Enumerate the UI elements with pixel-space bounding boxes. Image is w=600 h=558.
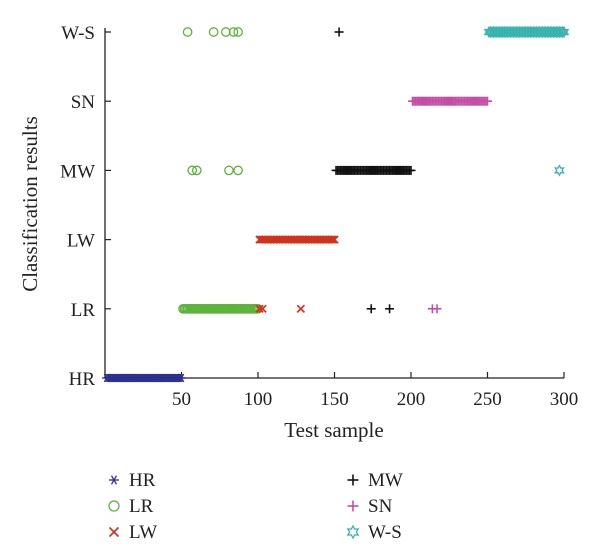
y-axis-label: Classification results	[18, 116, 42, 292]
data-point	[328, 235, 338, 244]
y-tick-label: LR	[71, 300, 96, 321]
y-tick-label: W-S	[61, 23, 95, 44]
data-point	[334, 27, 344, 37]
legend-marker-icon	[346, 524, 360, 540]
x-tick-label: 300	[550, 389, 579, 410]
legend-label: W-S	[368, 522, 402, 543]
series-sn	[408, 96, 492, 314]
data-point	[182, 27, 193, 37]
y-tick-label: LW	[67, 231, 95, 252]
series-mw	[331, 27, 416, 314]
x-axis-label: Test sample	[284, 418, 383, 442]
x-tick-label: 150	[320, 389, 349, 410]
data-point	[385, 304, 395, 314]
axes: 50 100 150 200 250 300 HR LR LW MW SN W-S	[60, 23, 578, 410]
legend-label: LR	[129, 496, 154, 517]
data-point	[233, 165, 243, 176]
series-lr	[178, 27, 263, 314]
y-tick-label: MW	[60, 161, 95, 182]
series-hr	[102, 373, 186, 383]
legend-marker-icon	[347, 474, 359, 486]
x-tick-label: 100	[244, 389, 273, 410]
data-point	[483, 96, 492, 106]
series-lw	[255, 235, 339, 314]
legend-marker-icon	[109, 475, 119, 485]
series-w-s	[483, 25, 570, 177]
data-point	[432, 304, 442, 314]
data-point	[554, 164, 565, 177]
data-point	[366, 304, 376, 314]
legend: HR LR LW MW SN W-S	[108, 470, 403, 543]
legend-label: LW	[129, 522, 157, 543]
data-point	[558, 25, 570, 39]
legend-item-sn: SN	[347, 496, 393, 517]
data-point	[255, 304, 264, 314]
legend-item-lw: LW	[108, 522, 157, 543]
data-point	[208, 27, 219, 37]
legend-marker-icon	[108, 526, 120, 538]
legend-item-hr: HR	[109, 470, 156, 491]
y-tick-label: HR	[69, 369, 96, 390]
data-point	[327, 235, 336, 244]
data-point	[221, 27, 231, 37]
y-tick-label: SN	[71, 92, 96, 113]
data-point	[228, 27, 239, 37]
data-point	[233, 27, 243, 37]
legend-marker-icon	[347, 500, 359, 512]
legend-item-mw: MW	[347, 470, 403, 491]
data-point	[224, 165, 234, 176]
legend-item-lr: LR	[108, 496, 154, 517]
legend-label: HR	[129, 470, 156, 491]
data-point	[177, 373, 186, 383]
data-point	[191, 165, 202, 176]
x-tick-label: 200	[397, 389, 426, 410]
data-point	[187, 165, 198, 176]
legend-label: MW	[368, 470, 403, 491]
data-point	[330, 235, 339, 244]
data-point	[258, 304, 267, 314]
legend-marker-icon	[108, 500, 120, 512]
legend-label: SN	[368, 496, 393, 517]
legend-item-w-s: W-S	[346, 522, 402, 543]
data-marks	[102, 25, 570, 383]
data-point	[406, 165, 416, 175]
x-tick-label: 50	[172, 389, 191, 410]
x-tick-label: 250	[473, 389, 502, 410]
data-point	[296, 304, 306, 314]
